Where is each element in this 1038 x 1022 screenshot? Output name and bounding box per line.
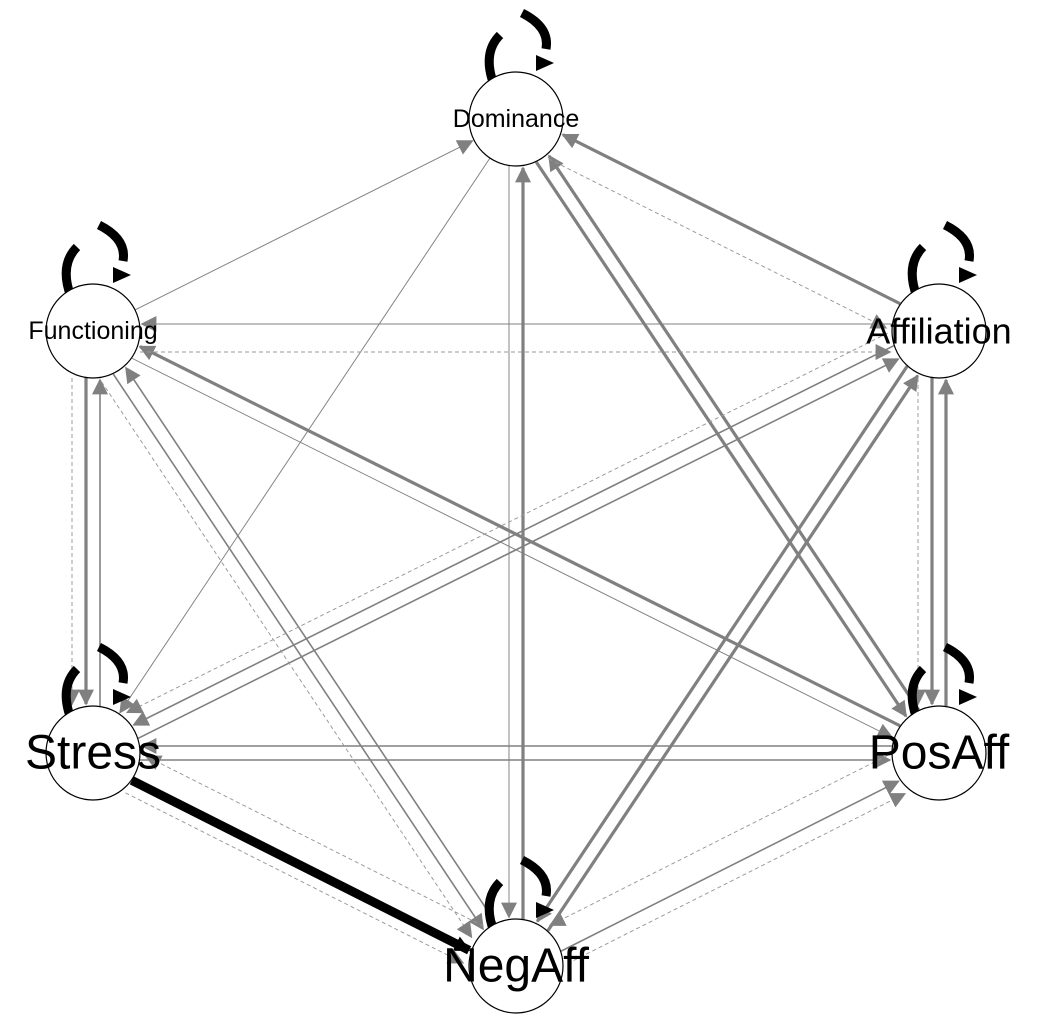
node-circle-negaff [468,918,564,1014]
node-circle-stress [45,705,141,801]
edge-negaff-to-stress-dashed [144,755,484,927]
edge-stress-to-negaff-dashed [125,792,465,964]
node-label-posaff: PosAff [869,727,1010,780]
edge-functioning-to-negaff-dashed [101,381,473,939]
node-label-affiliation: Affiliation [866,311,1011,352]
edge-functioning-to-posaff [131,357,894,739]
edge-negaff-to-posaff-dashed [567,793,907,965]
node-circle-dominance [468,71,564,167]
edge-posaff-to-dominance [547,154,921,711]
edge-stress-to-affiliation [137,358,900,740]
node-layer: Dominance Affiliation PosAff NegAff Stress Fu… [25,71,1012,1014]
edge-posaff-to-functioning [138,345,901,728]
node-label-stress: Stress [25,727,161,780]
edge-functioning-to-negaff [112,373,484,931]
edge-negaff-to-functioning [125,366,497,924]
edge-dominance-to-posaff [534,161,908,718]
node-functioning: Functioning [28,283,158,379]
edge-affiliation-to-stress-dashed [126,332,888,714]
node-label-dominance: Dominance [453,105,579,133]
edge-affiliation-to-stress [132,344,895,726]
node-circle-affiliation [891,283,987,379]
edge-negaff-to-posaff [560,780,900,952]
node-negaff: NegAff [443,918,590,1014]
node-label-negaff: NegAff [443,940,590,993]
edge-layer [64,133,954,965]
edge-posaff-to-negaff-dashed [548,754,888,926]
node-circle-posaff [891,705,987,801]
edge-stress-to-negaff [129,776,472,955]
edge-dominance-to-stress [119,157,491,714]
edge-functioning-to-dominance [134,140,474,311]
edge-negaff-to-affiliation [546,374,919,932]
edge-affiliation-to-negaff [536,365,909,923]
edge-affiliation-to-dominance [561,133,901,306]
node-dominance: Dominance [453,71,579,167]
node-label-functioning: Functioning [28,317,157,345]
node-circle-functioning [45,283,141,379]
node-posaff: PosAff [869,705,1010,801]
node-stress: Stress [25,705,161,801]
node-affiliation: Affiliation [866,283,1012,379]
edge-dominance-to-affiliation-dashed [548,158,888,329]
